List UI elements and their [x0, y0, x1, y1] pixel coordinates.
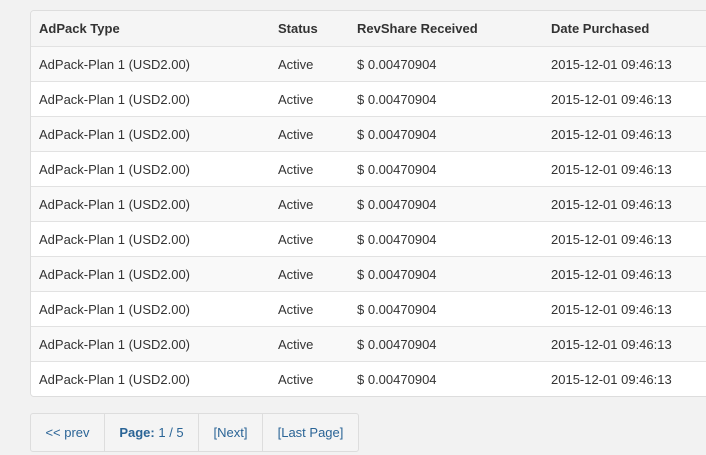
cell-adpack-type: AdPack-Plan 1 (USD2.00)	[39, 266, 191, 282]
cell-adpack-type: AdPack-Plan 1 (USD2.00)	[39, 161, 191, 177]
page-indicator: Page: 1 / 5	[104, 414, 198, 451]
cell-adpack-type: AdPack-Plan 1 (USD2.00)	[39, 126, 191, 142]
header-date: Date Purchased	[551, 21, 650, 36]
cell-status: Active	[278, 266, 314, 282]
cell-date: 2015-12-01 09:46:13	[551, 371, 672, 387]
cell-date: 2015-12-01 09:46:13	[551, 231, 672, 247]
header-adpack-type: AdPack Type	[39, 21, 120, 36]
cell-revshare: $ 0.00470904	[357, 336, 437, 352]
cell-date: 2015-12-01 09:46:13	[551, 196, 672, 212]
table-row: AdPack-Plan 1 (USD2.00) Active $ 0.0047090…	[31, 151, 706, 186]
cell-status: Active	[278, 231, 314, 247]
cell-adpack-type: AdPack-Plan 1 (USD2.00)	[39, 196, 191, 212]
table-row: AdPack-Plan 1 (USD2.00) Active $ 0.0047090…	[31, 256, 706, 291]
cell-adpack-type: AdPack-Plan 1 (USD2.00)	[39, 301, 191, 317]
cell-adpack-type: AdPack-Plan 1 (USD2.00)	[39, 91, 191, 107]
cell-date: 2015-12-01 09:46:13	[551, 336, 672, 352]
cell-date: 2015-12-01 09:46:13	[551, 161, 672, 177]
table-row: AdPack-Plan 1 (USD2.00) Active $ 0.0047090…	[31, 81, 706, 116]
cell-status: Active	[278, 336, 314, 352]
cell-status: Active	[278, 161, 314, 177]
cell-date: 2015-12-01 09:46:13	[551, 56, 672, 72]
cell-adpack-type: AdPack-Plan 1 (USD2.00)	[39, 336, 191, 352]
cell-revshare: $ 0.00470904	[357, 371, 437, 387]
cell-adpack-type: AdPack-Plan 1 (USD2.00)	[39, 371, 191, 387]
cell-revshare: $ 0.00470904	[357, 91, 437, 107]
cell-date: 2015-12-01 09:46:13	[551, 266, 672, 282]
table-header: AdPack Type Status RevShare Received Dat…	[31, 11, 706, 46]
cell-revshare: $ 0.00470904	[357, 231, 437, 247]
table-row: AdPack-Plan 1 (USD2.00) Active $ 0.0047090…	[31, 221, 706, 256]
adpack-table: AdPack Type Status RevShare Received Dat…	[30, 10, 706, 397]
table-row: AdPack-Plan 1 (USD2.00) Active $ 0.0047090…	[31, 361, 706, 396]
cell-revshare: $ 0.00470904	[357, 196, 437, 212]
cell-date: 2015-12-01 09:46:13	[551, 301, 672, 317]
table-row: AdPack-Plan 1 (USD2.00) Active $ 0.0047090…	[31, 186, 706, 221]
table-row: AdPack-Plan 1 (USD2.00) Active $ 0.0047090…	[31, 116, 706, 151]
table-row: AdPack-Plan 1 (USD2.00) Active $ 0.0047090…	[31, 291, 706, 326]
cell-status: Active	[278, 371, 314, 387]
cell-revshare: $ 0.00470904	[357, 266, 437, 282]
last-page-link[interactable]: [Last Page]	[262, 414, 358, 451]
cell-revshare: $ 0.00470904	[357, 161, 437, 177]
table-row: AdPack-Plan 1 (USD2.00) Active $ 0.0047090…	[31, 46, 706, 81]
cell-date: 2015-12-01 09:46:13	[551, 126, 672, 142]
next-link[interactable]: [Next]	[198, 414, 262, 451]
header-status: Status	[278, 21, 318, 36]
table-row: AdPack-Plan 1 (USD2.00) Active $ 0.0047090…	[31, 326, 706, 361]
cell-adpack-type: AdPack-Plan 1 (USD2.00)	[39, 56, 191, 72]
page-label: Page:	[119, 425, 155, 440]
cell-revshare: $ 0.00470904	[357, 126, 437, 142]
cell-status: Active	[278, 196, 314, 212]
cell-status: Active	[278, 301, 314, 317]
cell-revshare: $ 0.00470904	[357, 301, 437, 317]
cell-status: Active	[278, 91, 314, 107]
prev-link[interactable]: << prev	[45, 425, 90, 440]
cell-date: 2015-12-01 09:46:13	[551, 91, 672, 107]
page-value: 1 / 5	[158, 425, 184, 440]
cell-status: Active	[278, 56, 314, 72]
pagination: << prev Page: 1 / 5 [Next] [Last Page]	[30, 413, 359, 452]
cell-revshare: $ 0.00470904	[357, 56, 437, 72]
header-revshare: RevShare Received	[357, 21, 478, 36]
cell-adpack-type: AdPack-Plan 1 (USD2.00)	[39, 231, 191, 247]
cell-status: Active	[278, 126, 314, 142]
